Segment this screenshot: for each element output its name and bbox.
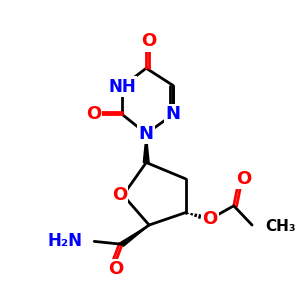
Text: O: O (202, 210, 217, 228)
Polygon shape (143, 134, 149, 163)
Text: O: O (108, 260, 123, 278)
Text: NH: NH (108, 77, 136, 95)
Polygon shape (121, 225, 149, 246)
Text: CH₃: CH₃ (266, 220, 296, 235)
Text: N: N (166, 105, 181, 123)
Text: O: O (236, 170, 251, 188)
Text: O: O (86, 105, 101, 123)
Text: O: O (142, 32, 157, 50)
Text: O: O (112, 186, 127, 204)
Text: H₂N: H₂N (48, 232, 83, 250)
Text: N: N (139, 124, 154, 142)
